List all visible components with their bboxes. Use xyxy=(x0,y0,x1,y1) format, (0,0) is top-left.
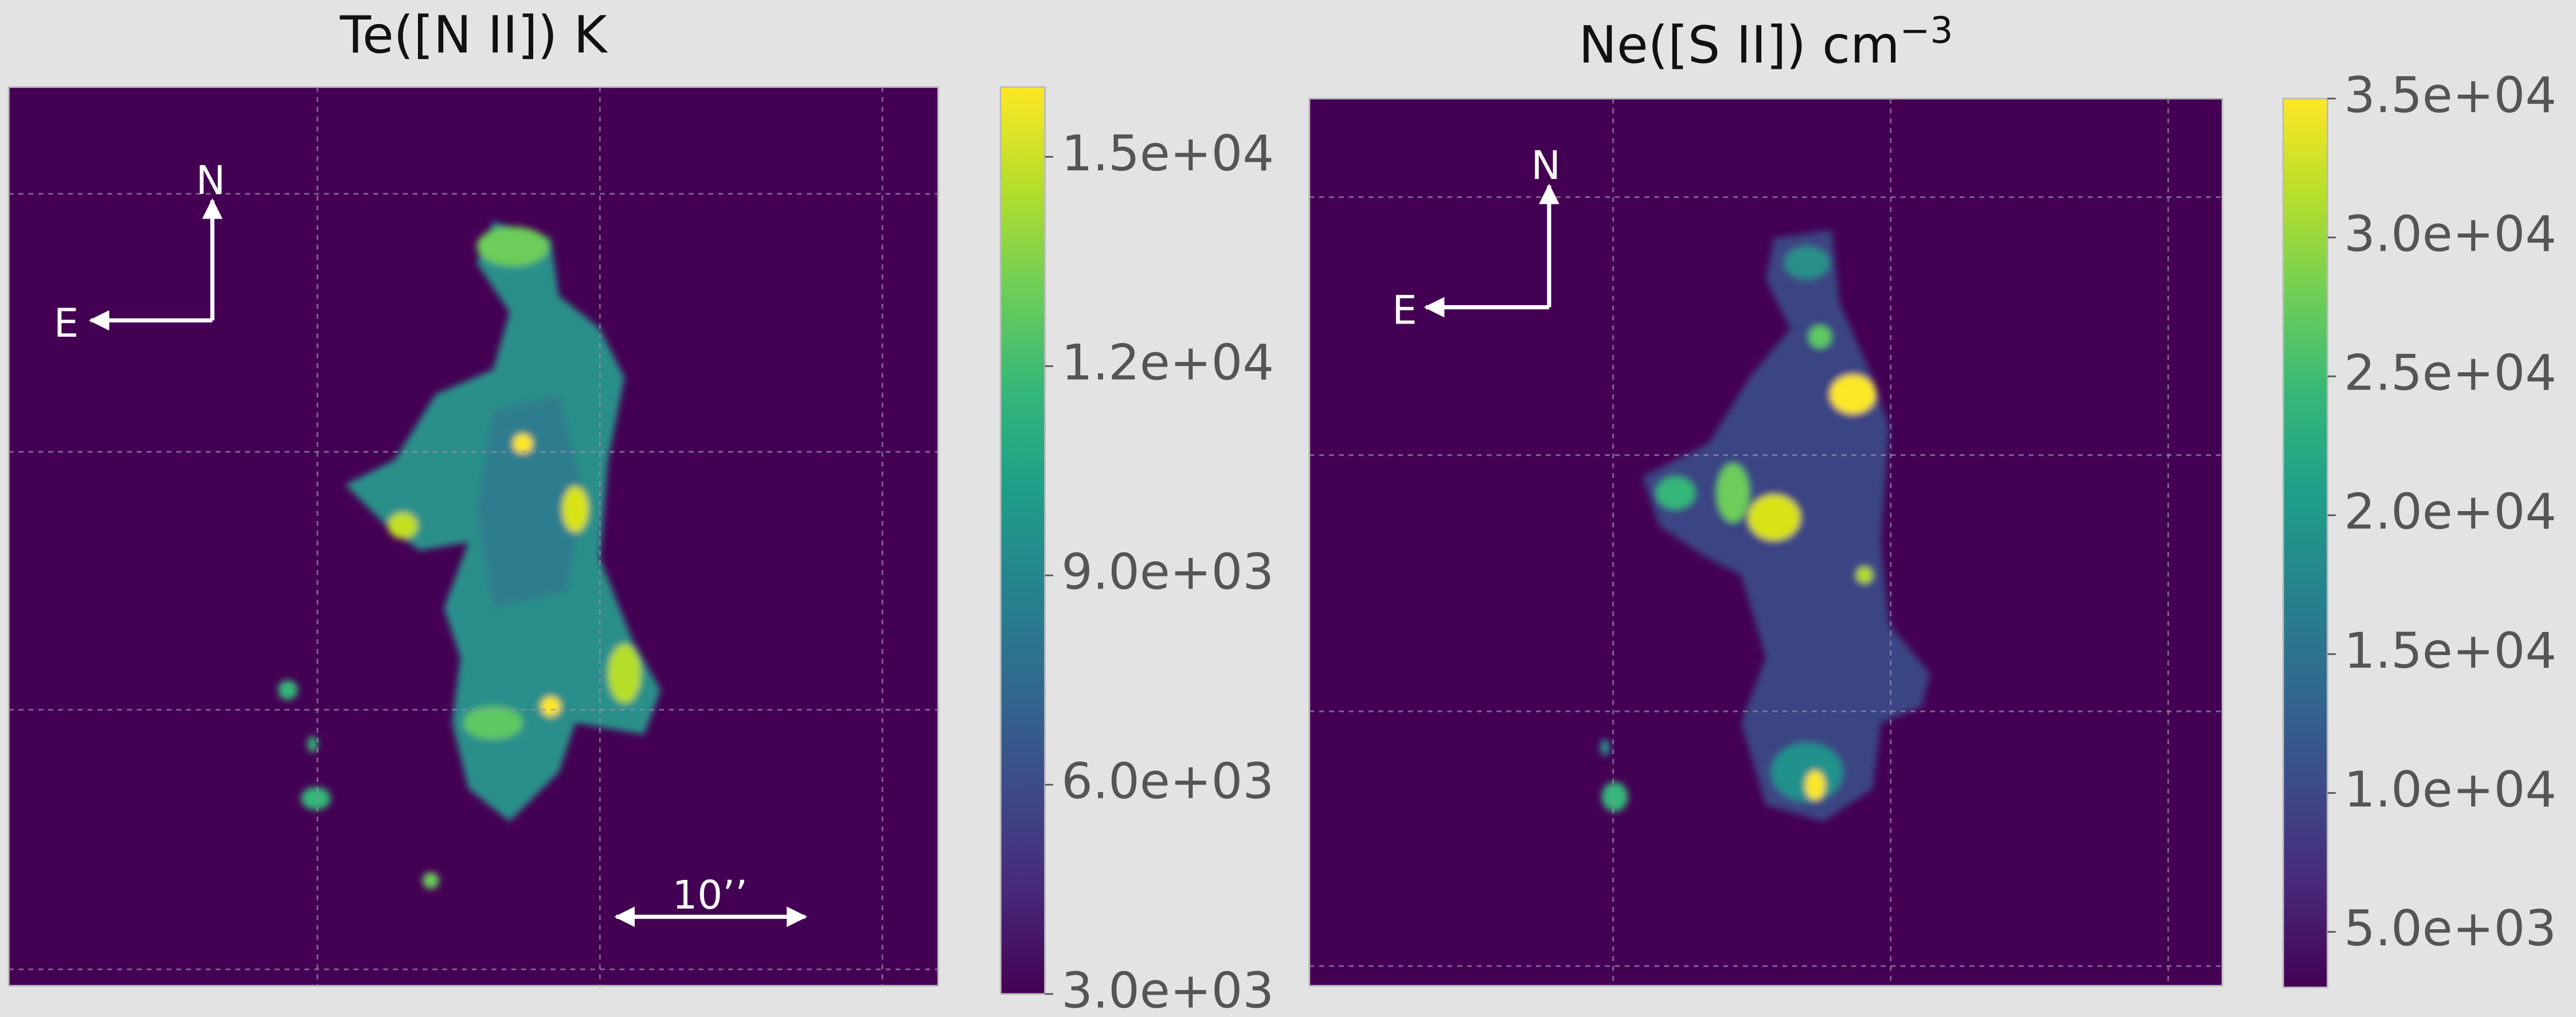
chart-title-text: Ne([S II]) cm xyxy=(1579,15,1900,75)
colorbar xyxy=(2283,99,2327,988)
colorbar-tick-label: 5.0e+03 xyxy=(2344,900,2557,957)
colorbar-tick-label: 2.0e+04 xyxy=(2344,484,2557,541)
chart-title: Te([N II]) K xyxy=(339,6,609,65)
chart-title: Ne([S II]) cm−3 xyxy=(1579,9,1953,74)
chart-title-text: Te([N II]) K xyxy=(339,6,609,65)
figure: Te([N II]) K 3.0e+03 6.0e+03 9.0e+03 1.2e+04… xyxy=(0,0,2576,1017)
chart-title-superscript: −3 xyxy=(1900,9,1953,51)
colorbar-tick-label: 6.0e+03 xyxy=(1061,753,1274,810)
colorbar-tick-label: 3.0e+04 xyxy=(2344,205,2557,263)
colorbar-tick-label: 3.0e+03 xyxy=(1061,962,1274,1017)
north-label: N xyxy=(1531,143,1560,189)
east-label: E xyxy=(1392,287,1417,333)
scale-bar-label: 10’’ xyxy=(673,872,748,918)
colorbar xyxy=(1000,87,1045,994)
colorbar-tick-label: 1.5e+04 xyxy=(1061,125,1274,182)
north-label: N xyxy=(196,158,225,204)
east-label: E xyxy=(54,301,79,346)
colorbar-tick-label: 9.0e+03 xyxy=(1061,544,1274,601)
colorbar-tick-label: 1.5e+04 xyxy=(2344,622,2557,680)
colorbar-tick-label: 2.5e+04 xyxy=(2344,345,2557,402)
colorbar-tick-label: 1.2e+04 xyxy=(1061,334,1274,392)
colorbar-tick-label: 1.0e+04 xyxy=(2344,761,2557,819)
colorbar-tick-label: 3.5e+04 xyxy=(2344,67,2557,124)
page: {"chart_data": [ {"type": "image", "titl… xyxy=(0,0,2576,1017)
